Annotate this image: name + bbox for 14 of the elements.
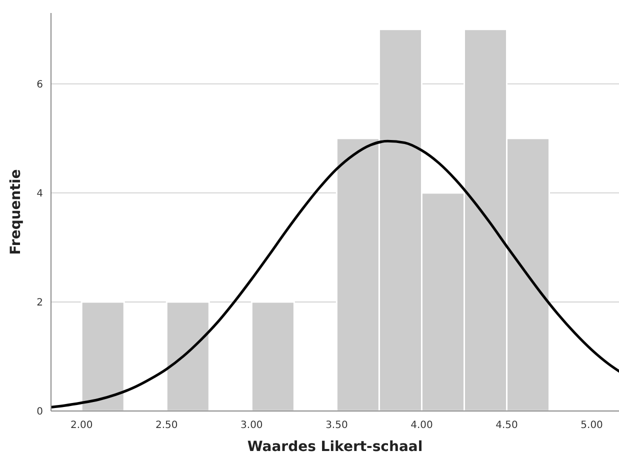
y-tick-label: 6 [36,79,43,90]
y-tick-label: 4 [36,188,43,200]
x-tick-label: 5.00 [580,420,603,431]
y-axis-title: Frequentie [8,169,24,255]
y-tick-label: 2 [36,297,43,308]
x-tick-label: 4.00 [410,420,433,431]
line-series [51,140,619,408]
x-tick-label: 4.50 [496,420,518,431]
x-axis-title: Waardes Likert-schaal [247,439,423,455]
y-tick-label: 0 [36,406,43,418]
x-tick-label: 3.00 [240,420,263,431]
x-tick-label: 3.50 [326,420,348,431]
x-tick-label: 2.50 [156,420,178,431]
x-tick-label: 2.00 [70,420,93,431]
